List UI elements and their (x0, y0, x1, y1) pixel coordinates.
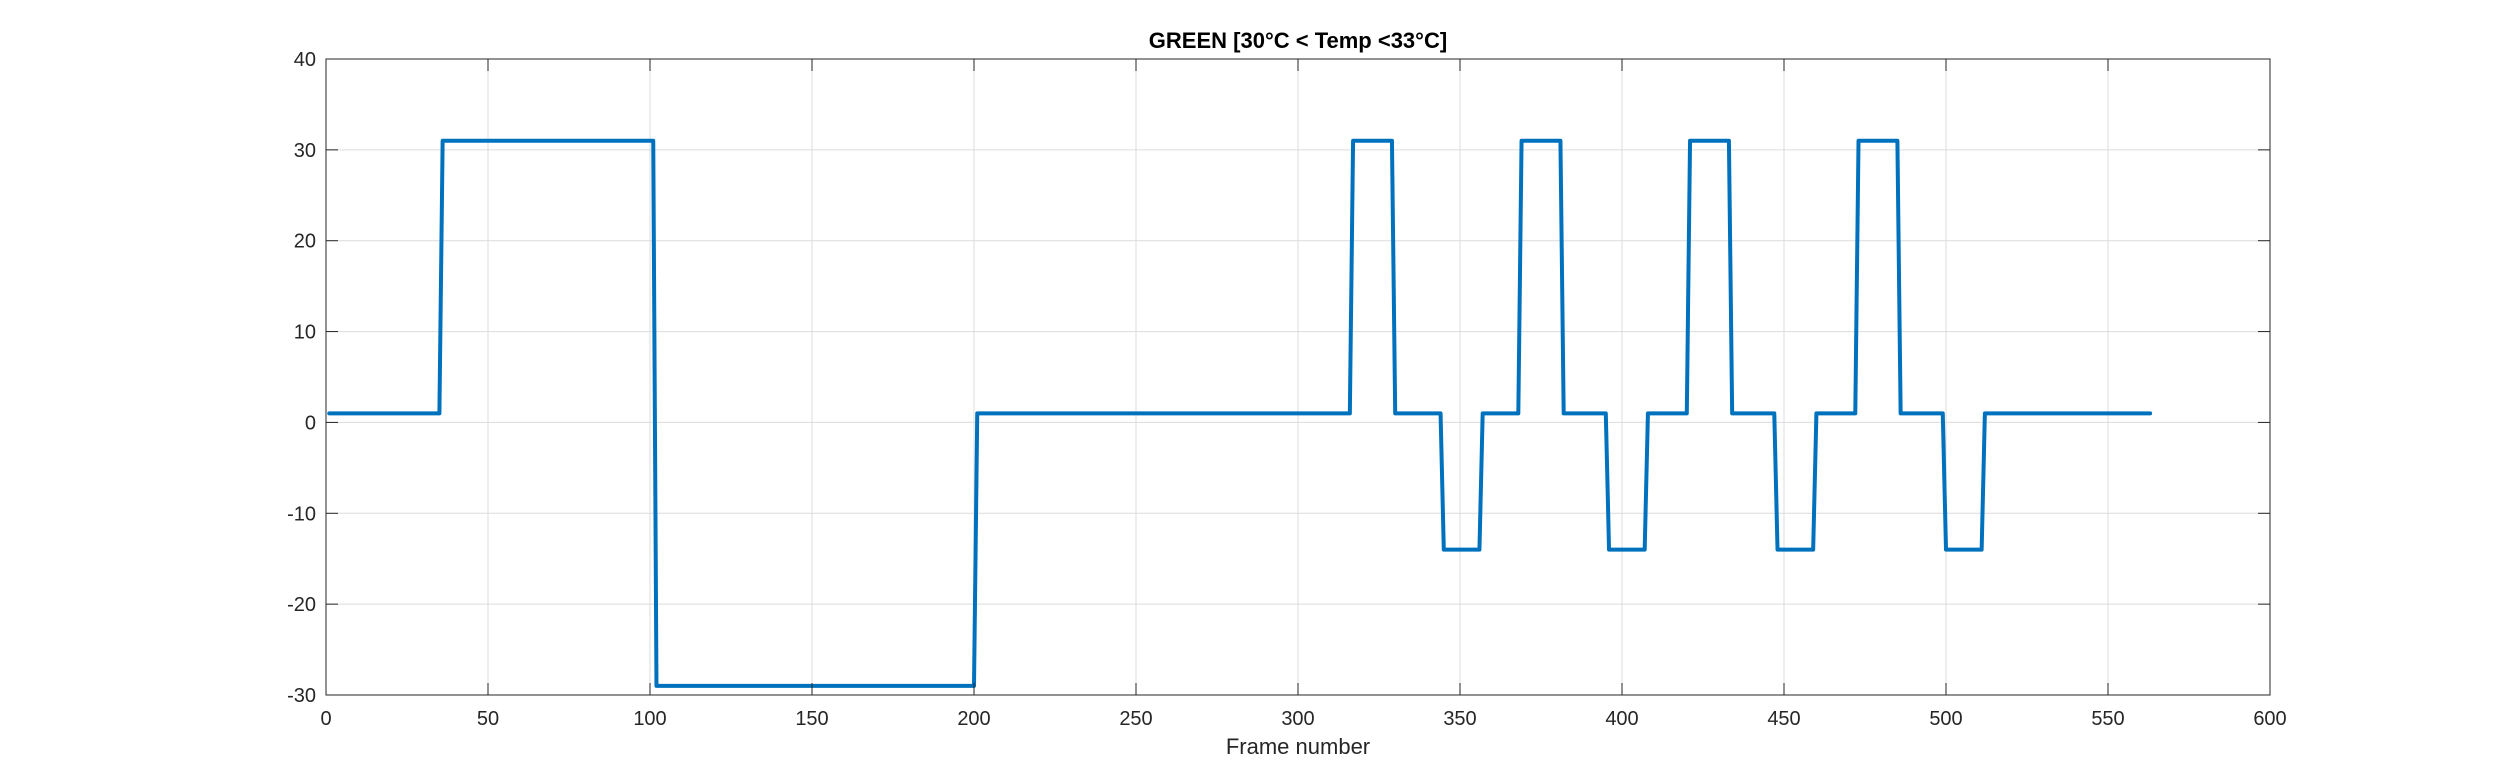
series-line-0 (327, 138, 2153, 688)
x-tick-label: 400 (1605, 708, 1638, 730)
x-tick-label: 600 (2253, 708, 2286, 730)
x-tick-label: 150 (795, 708, 828, 730)
x-tick-label: 300 (1281, 708, 1314, 730)
axes: 0 50 100 150 200 250 300 350 400 450 500 550 600-30-… (287, 49, 2287, 730)
x-tick-label: 350 (1443, 708, 1476, 730)
y-tick-label: 10 (294, 322, 316, 344)
y-tick-label: -10 (287, 503, 316, 525)
y-tick-label: 20 (294, 231, 316, 253)
y-tick-label: 40 (294, 49, 316, 71)
x-tick-label: 0 (320, 708, 331, 730)
y-tick-label: 0 (305, 412, 316, 434)
series-group (327, 138, 2153, 688)
x-tick-label: 500 (1929, 708, 1962, 730)
y-tick-label: -30 (287, 685, 316, 707)
chart-title: GREEN [30°C < Temp <33°C] (1149, 28, 1447, 53)
x-tick-label: 450 (1767, 708, 1800, 730)
x-tick-label: 50 (477, 708, 499, 730)
x-tick-label: 250 (1119, 708, 1152, 730)
x-tick-label: 100 (633, 708, 666, 730)
x-tick-label: 550 (2091, 708, 2124, 730)
x-tick-label: 200 (957, 708, 990, 730)
y-tick-label: -20 (287, 594, 316, 616)
x-axis-label: Frame number (1226, 734, 1370, 759)
y-tick-label: 30 (294, 140, 316, 162)
